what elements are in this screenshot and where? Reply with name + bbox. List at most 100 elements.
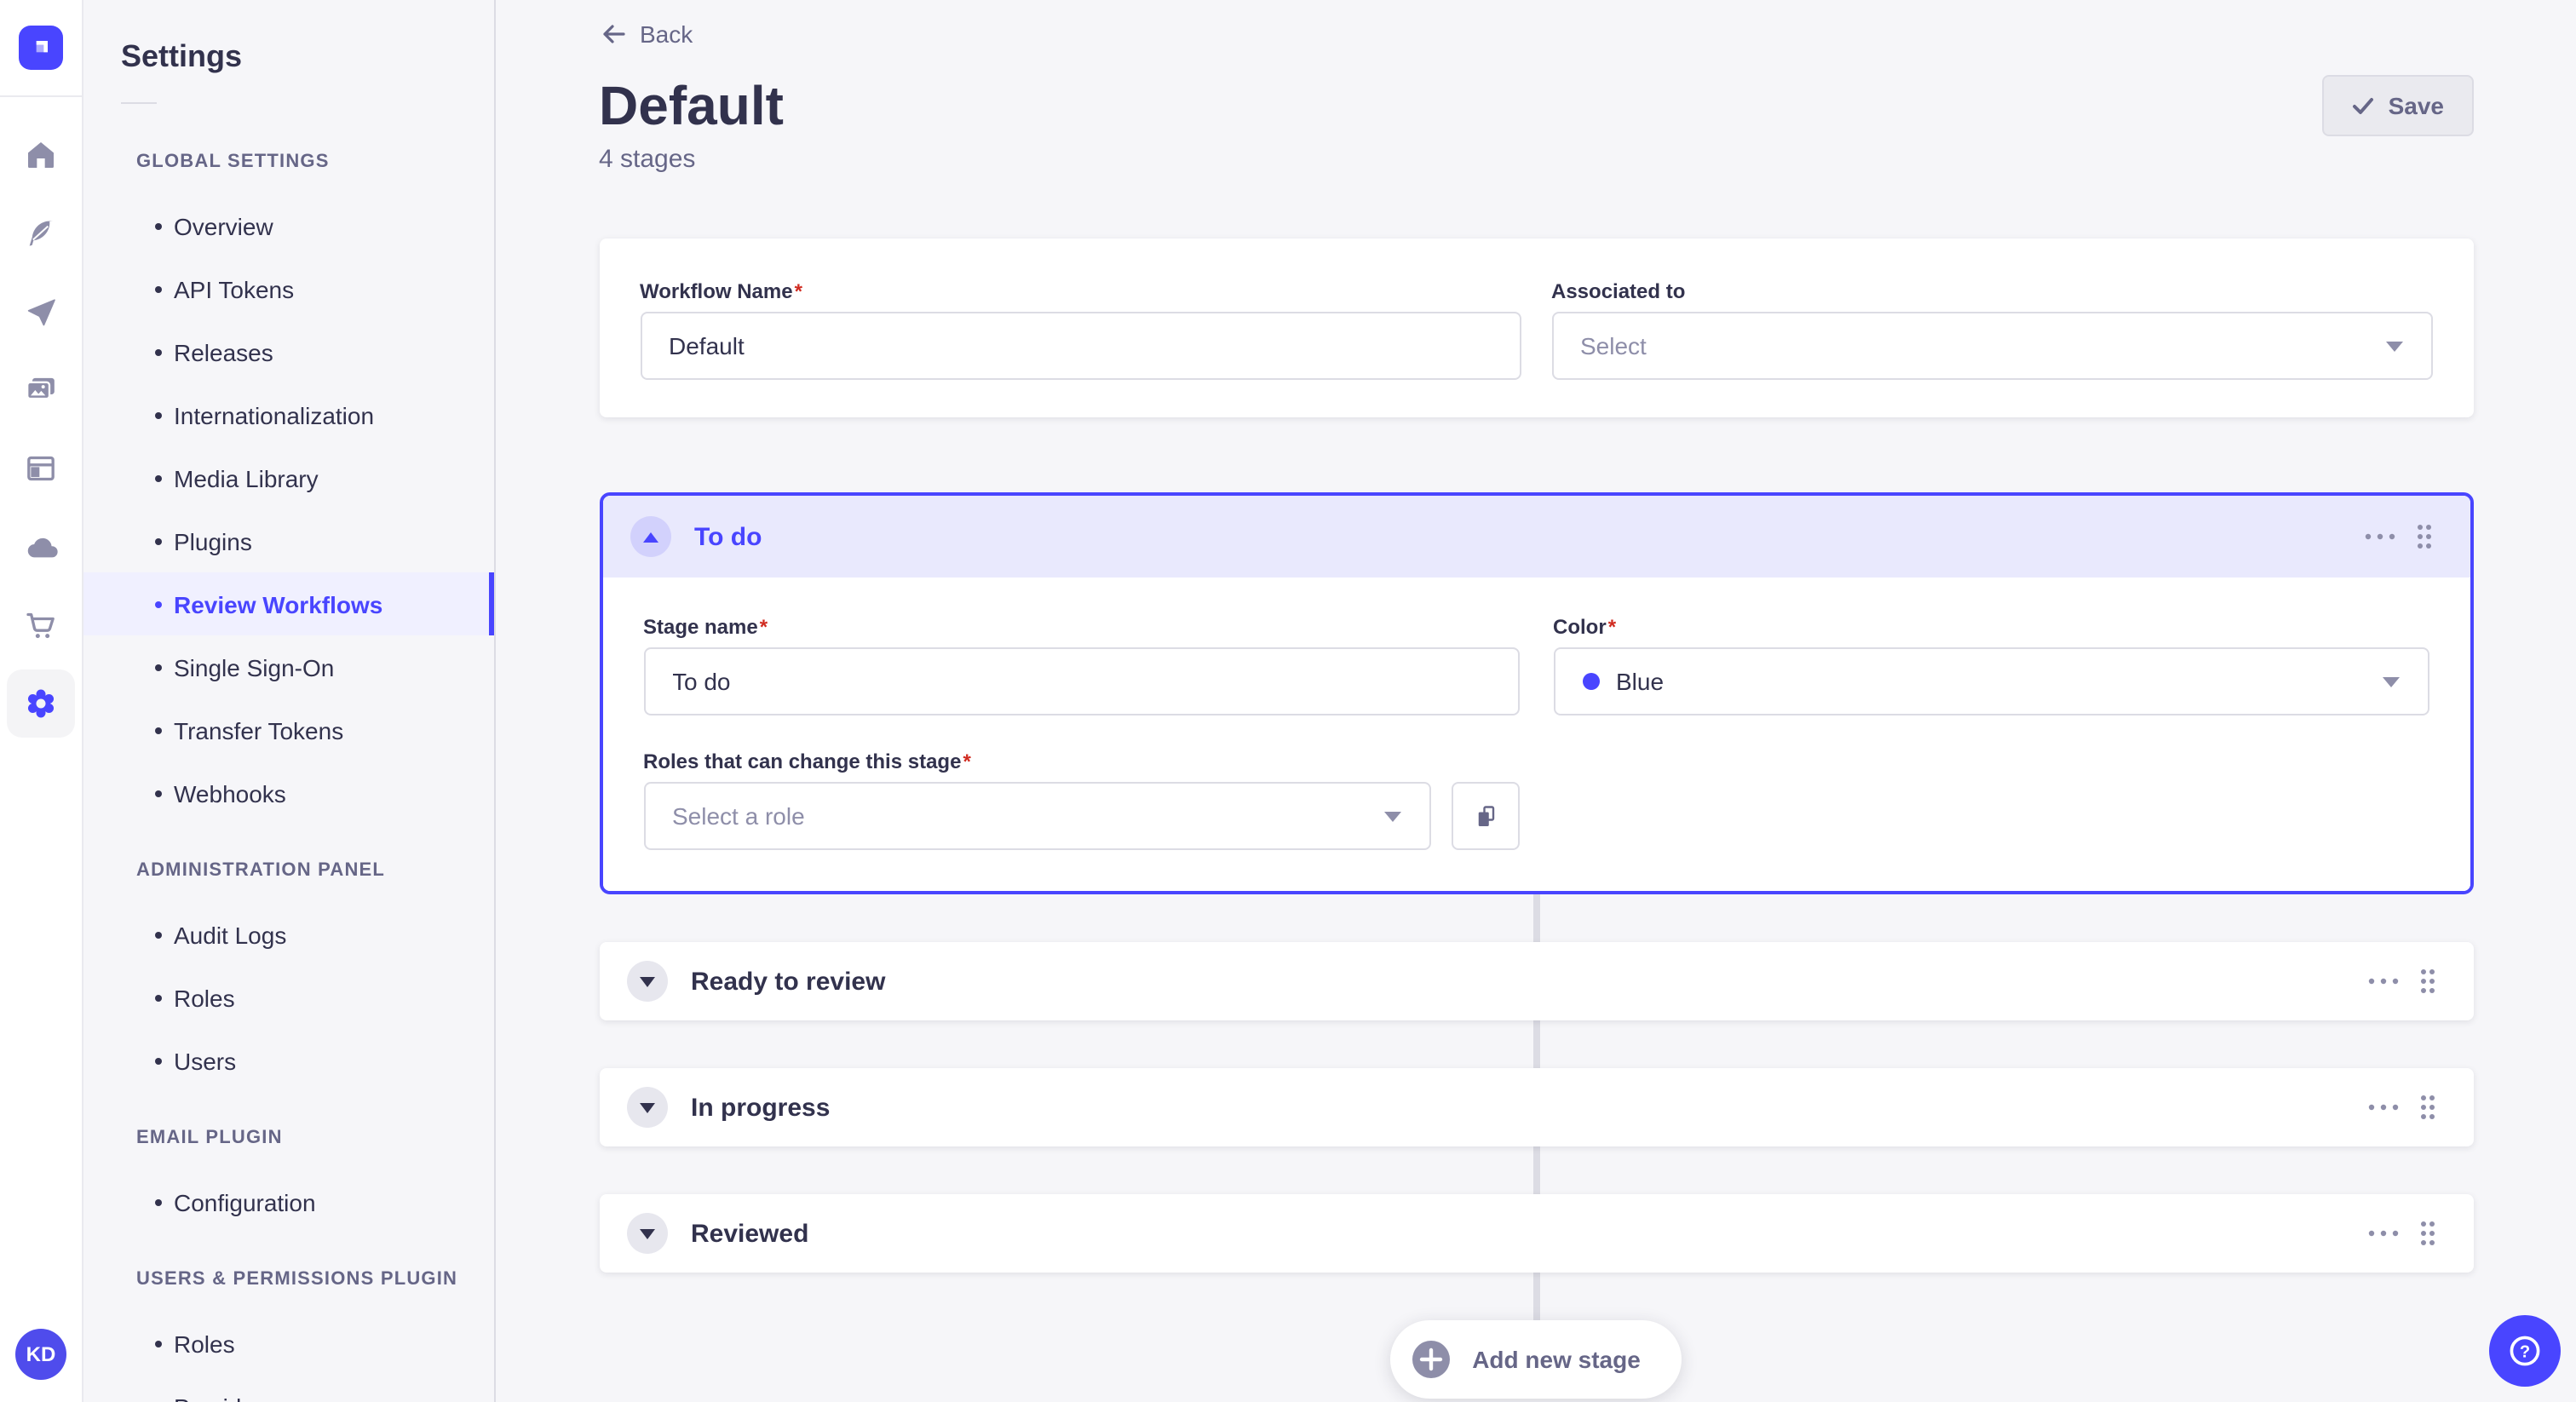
rail-item-layout[interactable] <box>7 434 75 503</box>
bullet-icon <box>155 537 162 544</box>
sidebar-item-admin-users[interactable]: Users <box>83 1029 494 1092</box>
stage-options-button[interactable] <box>2357 968 2408 995</box>
sidebar-item-email-configuration[interactable]: Configuration <box>83 1170 494 1233</box>
sidebar-item-overview[interactable]: Overview <box>83 194 494 257</box>
sidebar-item-plugins[interactable]: Plugins <box>83 509 494 572</box>
stage-options-button[interactable] <box>2354 523 2405 550</box>
sidebar-item-label: Audit Logs <box>174 921 287 948</box>
stage-name-input[interactable] <box>643 647 1519 715</box>
chevron-down-icon <box>2381 675 2400 687</box>
sidebar-item-webhooks[interactable]: Webhooks <box>83 761 494 825</box>
ellipsis-icon <box>2367 1104 2398 1111</box>
save-button[interactable]: Save <box>2321 75 2473 136</box>
stage-row-reviewed[interactable]: Reviewed <box>599 1194 2473 1273</box>
section-header: ADMINISTRATION PANEL <box>136 860 386 881</box>
sidebar-item-admin-roles[interactable]: Roles <box>83 966 494 1029</box>
stage-drag-handle[interactable] <box>2405 513 2442 560</box>
sidebar-item-label: Users <box>174 1047 237 1074</box>
bullet-icon <box>155 285 162 292</box>
layout-icon <box>27 456 55 481</box>
sidebar-item-api-tokens[interactable]: API Tokens <box>83 257 494 320</box>
stages-list: To do <box>599 492 2473 1399</box>
bullet-icon <box>155 994 162 1001</box>
subnav-title: Settings <box>121 39 243 73</box>
sidebar-item-label: Internationalization <box>174 401 375 428</box>
rail-item-settings[interactable] <box>7 669 75 738</box>
home-icon <box>28 142 54 168</box>
rail-item-content-builder[interactable] <box>7 199 75 267</box>
sidebar-item-internationalization[interactable]: Internationalization <box>83 383 494 446</box>
rail-item-content-manager[interactable] <box>7 278 75 346</box>
sidebar-item-review-workflows[interactable]: Review Workflows <box>83 572 494 635</box>
sidebar-item-label: API Tokens <box>174 275 295 302</box>
expand-stage-button[interactable] <box>626 1087 667 1128</box>
collapse-stage-button[interactable] <box>630 516 670 557</box>
main-area: Back Default Save 4 stages Workflow Name… <box>496 0 2576 1402</box>
stage-color-select[interactable]: Blue <box>1553 647 2429 715</box>
stage-drag-handle[interactable] <box>2408 957 2446 1005</box>
stage-options-button[interactable] <box>2357 1094 2408 1121</box>
rail-item-media-library[interactable] <box>7 356 75 424</box>
avatar[interactable]: KD <box>15 1329 66 1380</box>
page-title: Default <box>599 75 784 136</box>
stage-drag-handle[interactable] <box>2408 1083 2446 1131</box>
stage-color-field: Color * Blue <box>1553 615 2429 715</box>
duplicate-icon <box>1477 806 1494 826</box>
stage-row-ready-to-review[interactable]: Ready to review <box>599 942 2473 1020</box>
workflow-name-input[interactable] <box>640 312 1521 380</box>
back-label: Back <box>640 20 693 48</box>
bullet-icon <box>155 727 162 733</box>
sidebar-item-audit-logs[interactable]: Audit Logs <box>83 903 494 966</box>
rail-item-marketplace[interactable] <box>7 591 75 659</box>
stage-name-field: Stage name * <box>643 615 1519 715</box>
workflow-name-label: Workflow Name * <box>640 279 802 303</box>
stage-drag-handle[interactable] <box>2408 1210 2446 1257</box>
drag-handle-icon <box>2417 525 2430 549</box>
sidebar-item-up-roles[interactable]: Roles <box>83 1312 494 1375</box>
chevron-up-icon <box>642 531 658 542</box>
associated-to-select[interactable]: Select <box>1551 312 2432 380</box>
bullet-icon <box>155 411 162 418</box>
bullet-icon <box>155 474 162 481</box>
stage-roles-select[interactable]: Select a role <box>643 782 1430 850</box>
bullet-icon <box>155 664 162 670</box>
stage-options-button[interactable] <box>2357 1220 2408 1247</box>
stage-header-todo[interactable]: To do <box>602 496 2470 577</box>
expand-stage-button[interactable] <box>626 1213 667 1254</box>
rail-item-home[interactable] <box>7 121 75 189</box>
add-new-stage-button[interactable]: Add new stage <box>1390 1320 1682 1399</box>
strapi-logo-icon <box>36 41 48 53</box>
paper-plane-icon <box>27 299 55 326</box>
drag-handle-icon <box>2420 1095 2434 1119</box>
bullet-icon <box>155 600 162 607</box>
sidebar-item-single-sign-on[interactable]: Single Sign-On <box>83 635 494 698</box>
ellipsis-icon <box>2367 1230 2398 1237</box>
chevron-down-icon <box>1383 810 1401 822</box>
help-button[interactable]: ? <box>2489 1315 2561 1387</box>
sidebar-item-label: Webhooks <box>174 779 286 807</box>
rail-nav <box>0 97 82 748</box>
stage-name-label: Stage name * <box>643 615 768 639</box>
expand-stage-button[interactable] <box>626 961 667 1002</box>
select-placeholder: Select <box>1580 332 1647 359</box>
back-link[interactable]: Back <box>599 20 693 48</box>
sidebar-item-transfer-tokens[interactable]: Transfer Tokens <box>83 698 494 761</box>
sidebar-item-media-library[interactable]: Media Library <box>83 446 494 509</box>
bullet-icon <box>155 790 162 796</box>
select-placeholder: Select a role <box>672 802 805 830</box>
sidebar-item-releases[interactable]: Releases <box>83 320 494 383</box>
sidebar-item-up-providers[interactable]: Providers <box>83 1375 494 1402</box>
sidebar-item-label: Overview <box>174 212 273 239</box>
check-icon <box>2352 98 2373 114</box>
chevron-down-icon <box>639 1228 654 1238</box>
sidebar-item-label: Providers <box>174 1393 274 1402</box>
duplicate-stage-button[interactable] <box>1451 782 1519 850</box>
strapi-logo[interactable] <box>19 26 63 70</box>
rail-item-deploy[interactable] <box>7 513 75 581</box>
settings-subnav: Settings GLOBAL SETTINGS Overview API To… <box>83 0 496 1402</box>
workflow-name-field: Workflow Name * <box>640 279 1521 380</box>
add-new-stage-label: Add new stage <box>1472 1346 1641 1373</box>
color-swatch-blue <box>1582 673 1599 690</box>
stage-row-in-progress[interactable]: In progress <box>599 1068 2473 1146</box>
